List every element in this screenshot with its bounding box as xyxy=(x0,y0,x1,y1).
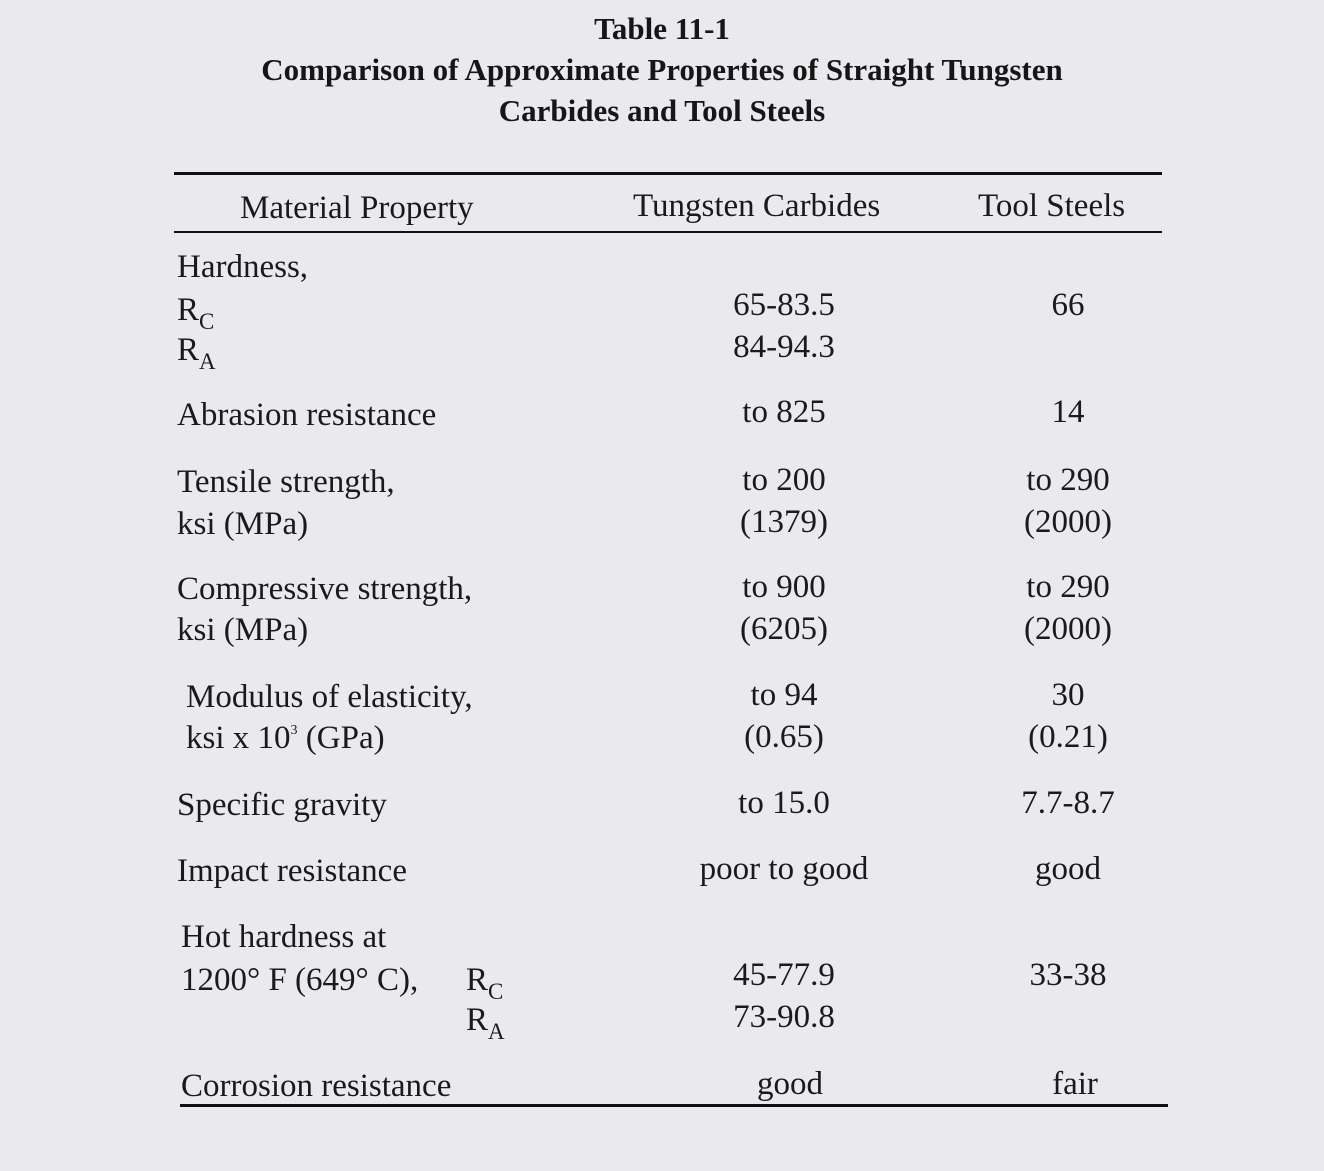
compressive-unit: ksi (MPa) xyxy=(177,612,309,648)
tensile-tungsten-ksi: to 200 xyxy=(742,462,826,498)
compressive-tungsten-ksi: to 900 xyxy=(742,569,826,605)
hardness-tungsten-rc: 65-83.5 xyxy=(733,287,835,323)
top-rule xyxy=(174,172,1162,175)
tensile-tungsten-mpa: (1379) xyxy=(740,504,828,540)
hardness-tungsten-ra: 84-94.3 xyxy=(733,329,835,365)
hot-hardness-tungsten-rc: 45-77.9 xyxy=(733,957,835,993)
tensile-tool-ksi: to 290 xyxy=(1026,462,1110,498)
impact-label: Impact resistance xyxy=(177,853,407,889)
compressive-tool-mpa: (2000) xyxy=(1024,611,1112,647)
header-rule xyxy=(174,231,1162,233)
compressive-label: Compressive strength, xyxy=(177,571,473,607)
abrasion-tungsten: to 825 xyxy=(742,394,826,430)
hardness-ra-label: RA xyxy=(177,332,216,374)
abrasion-tool: 14 xyxy=(1051,394,1085,430)
hardness-rc-label: RC xyxy=(177,292,215,334)
hot-hardness-tungsten-ra: 73-90.8 xyxy=(733,999,835,1035)
table-caption: Table 11-1 Comparison of Approximate Pro… xyxy=(0,8,1324,131)
bottom-rule xyxy=(180,1104,1168,1107)
modulus-tungsten-gpa: (0.65) xyxy=(744,719,824,755)
hardness-label: Hardness, xyxy=(177,249,309,285)
header-material-property: Material Property xyxy=(240,190,474,226)
table-title-line-1: Comparison of Approximate Properties of … xyxy=(261,52,1063,87)
header-tungsten-carbides: Tungsten Carbides xyxy=(633,188,881,224)
gravity-tungsten: to 15.0 xyxy=(738,785,830,821)
table-number: Table 11-1 xyxy=(594,11,730,46)
abrasion-label: Abrasion resistance xyxy=(177,397,437,433)
gravity-tool: 7.7-8.7 xyxy=(1021,785,1115,821)
impact-tungsten: poor to good xyxy=(699,851,869,887)
gravity-label: Specific gravity xyxy=(177,787,387,823)
header-tool-steels: Tool Steels xyxy=(978,188,1126,224)
modulus-tool-ksi: 30 xyxy=(1051,677,1085,713)
impact-tool: good xyxy=(1035,851,1101,887)
modulus-label: Modulus of elasticity, xyxy=(186,679,473,715)
corrosion-tungsten: good xyxy=(757,1066,823,1102)
modulus-tungsten-ksi: to 94 xyxy=(750,677,818,713)
hardness-tool-rc: 66 xyxy=(1051,287,1085,323)
hot-hardness-temperature: 1200° F (649° C), xyxy=(181,962,419,998)
compressive-tungsten-mpa: (6205) xyxy=(740,611,828,647)
hot-hardness-rc-label: RC xyxy=(466,962,504,1004)
modulus-tool-gpa: (0.21) xyxy=(1028,719,1108,755)
table-title-line-2: Carbides and Tool Steels xyxy=(498,93,826,128)
hot-hardness-tool-rc: 33-38 xyxy=(1029,957,1107,993)
hot-hardness-ra-label: RA xyxy=(466,1002,505,1044)
tensile-tool-mpa: (2000) xyxy=(1024,504,1112,540)
compressive-tool-ksi: to 290 xyxy=(1026,569,1110,605)
hot-hardness-label: Hot hardness at xyxy=(181,919,387,955)
modulus-unit: ksi x 103 (GPa) xyxy=(186,720,385,756)
tensile-unit: ksi (MPa) xyxy=(177,506,309,542)
tensile-label: Tensile strength, xyxy=(177,464,395,500)
corrosion-tool: fair xyxy=(1052,1066,1098,1102)
corrosion-label: Corrosion resistance xyxy=(181,1068,452,1104)
